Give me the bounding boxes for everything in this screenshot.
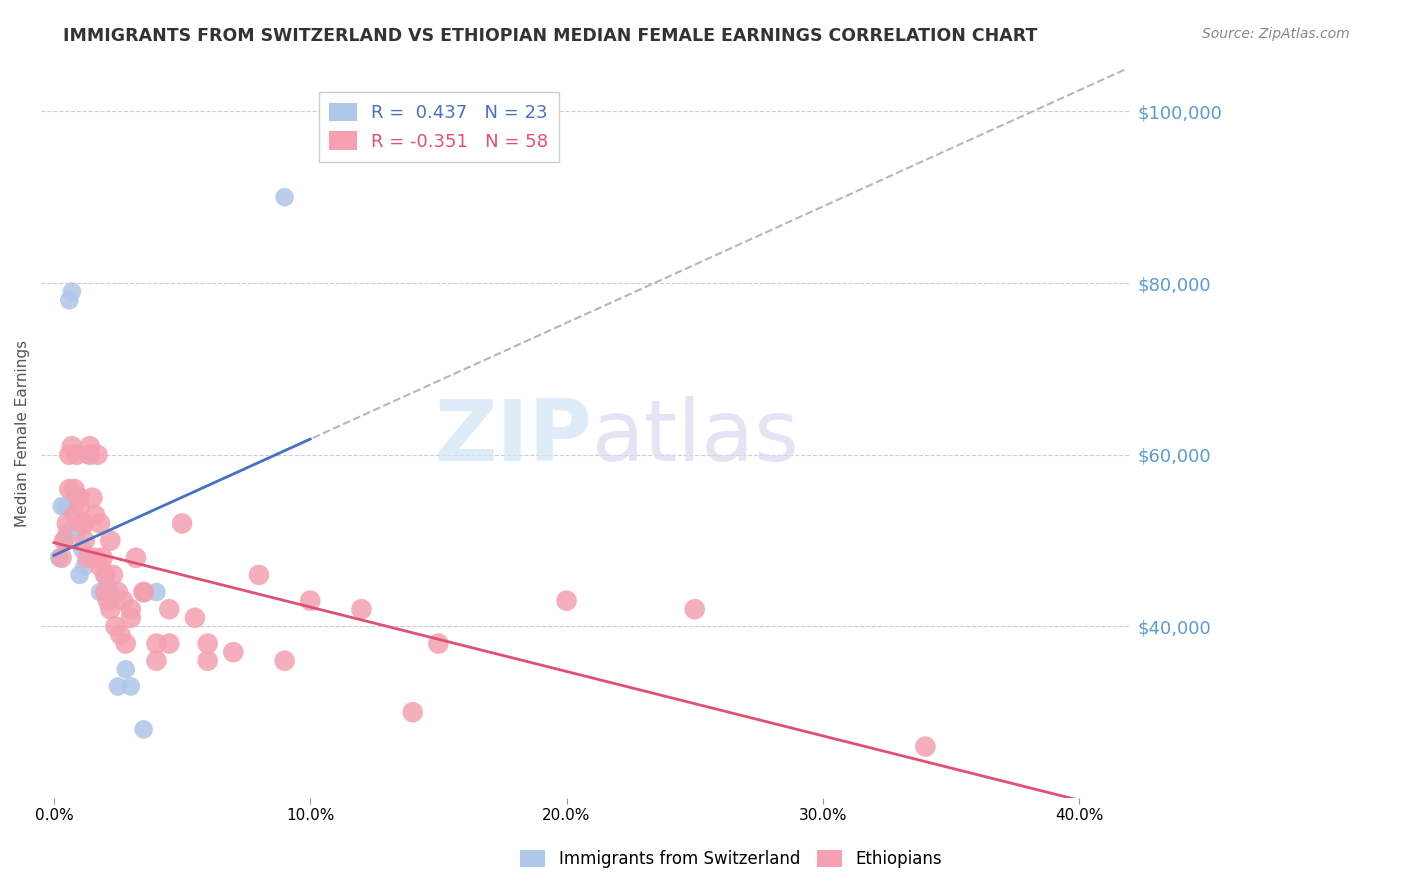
Point (98, 585, 121, 599)
Point (69, 568, 91, 582)
Point (63, 482, 86, 496)
Point (132, 585, 155, 599)
Point (73, 516, 96, 531)
Point (94, 568, 117, 582)
Point (145, 636, 167, 650)
Point (48, 550, 70, 565)
Point (98, 602, 121, 616)
Point (55, 524, 77, 539)
Point (63, 508, 86, 522)
Point (76, 550, 98, 565)
Point (104, 619, 127, 633)
Point (350, 602, 373, 616)
Point (70, 542, 93, 557)
Point (197, 654, 219, 668)
Point (55, 516, 77, 531)
Point (683, 602, 706, 616)
Point (70, 516, 93, 531)
Point (273, 190, 295, 204)
Point (89, 559, 111, 574)
Point (555, 593, 578, 607)
Point (55, 500, 77, 514)
Point (114, 662, 136, 676)
Point (145, 585, 167, 599)
Point (94, 568, 117, 582)
Point (58, 448, 80, 462)
Point (132, 585, 155, 599)
Point (89, 585, 111, 599)
Point (125, 550, 148, 565)
Legend: Immigrants from Switzerland, Ethiopians: Immigrants from Switzerland, Ethiopians (513, 843, 949, 875)
Point (82, 550, 104, 565)
Point (101, 568, 124, 582)
Point (51, 500, 73, 514)
Point (63, 491, 86, 505)
Point (76, 448, 98, 462)
Point (73, 559, 96, 574)
Point (299, 593, 322, 607)
Point (53, 533, 76, 548)
Point (69, 500, 91, 514)
Point (120, 611, 142, 625)
Point (145, 654, 167, 668)
Point (69, 491, 91, 505)
Point (157, 602, 180, 616)
Point (110, 628, 132, 642)
Point (84, 508, 107, 522)
Point (247, 568, 270, 582)
Point (132, 723, 155, 737)
Point (66, 524, 89, 539)
Point (197, 636, 219, 650)
Point (79, 439, 101, 453)
Point (86, 448, 108, 462)
Point (184, 611, 207, 625)
Point (427, 636, 450, 650)
Point (60, 439, 83, 453)
Point (73, 533, 96, 548)
Point (97, 593, 120, 607)
Point (112, 593, 135, 607)
Point (120, 680, 142, 694)
Legend: R =  0.437   N = 23, R = -0.351   N = 58: R = 0.437 N = 23, R = -0.351 N = 58 (319, 92, 558, 161)
Point (51, 550, 73, 565)
Point (84, 550, 107, 565)
Point (120, 602, 142, 616)
Point (89, 516, 111, 531)
Point (107, 585, 129, 599)
Point (58, 293, 80, 308)
Point (79, 448, 101, 462)
Text: Source: ZipAtlas.com: Source: ZipAtlas.com (1202, 27, 1350, 41)
Point (273, 654, 295, 668)
Point (914, 739, 936, 754)
Point (53, 533, 76, 548)
Text: ZIP: ZIP (434, 396, 592, 479)
Point (114, 636, 136, 650)
Point (66, 448, 89, 462)
Point (98, 533, 121, 548)
Text: atlas: atlas (592, 396, 800, 479)
Point (82, 491, 104, 505)
Point (60, 285, 83, 299)
Point (172, 516, 194, 531)
Point (157, 636, 180, 650)
Point (94, 585, 117, 599)
Point (58, 482, 80, 496)
Point (402, 705, 425, 719)
Point (91, 550, 114, 565)
Point (222, 645, 245, 659)
Y-axis label: Median Female Earnings: Median Female Earnings (15, 340, 30, 527)
Point (107, 680, 129, 694)
Text: IMMIGRANTS FROM SWITZERLAND VS ETHIOPIAN MEDIAN FEMALE EARNINGS CORRELATION CHAR: IMMIGRANTS FROM SWITZERLAND VS ETHIOPIAN… (63, 27, 1038, 45)
